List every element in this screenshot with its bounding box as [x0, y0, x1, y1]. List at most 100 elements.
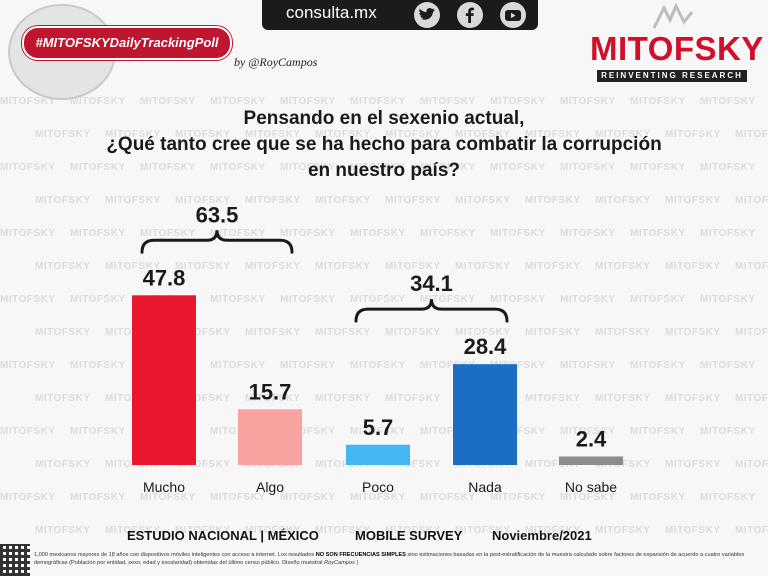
watermark-text: MITOFSKY [630, 426, 686, 437]
methodology-note: 1,000 mexicanos mayores de 18 años con d… [34, 552, 745, 566]
watermark-text: MITOFSKY [455, 327, 511, 338]
watermark-text: MITOFSKY [525, 459, 581, 470]
watermark-text: MITOFSKY [140, 162, 196, 173]
watermark-text: MITOFSKY [490, 426, 546, 437]
watermark-text: MITOFSKY [560, 360, 616, 371]
watermark-text: MITOFSKY [735, 459, 768, 470]
watermark-text: MITOFSKY [0, 162, 56, 173]
watermark-text: MITOFSKY [490, 360, 546, 371]
note-text-2: sino estimaciones basadas en la post-est… [34, 552, 745, 566]
watermark-text: MITOFSKY [175, 525, 231, 536]
watermark-text: MITOFSKY [210, 96, 266, 107]
watermark-text: MITOFSKY [700, 426, 756, 437]
youtube-icon[interactable] [500, 2, 526, 28]
footer-study: ESTUDIO NACIONAL | MÉXICO [127, 528, 319, 543]
watermark-text: MITOFSKY [210, 492, 266, 503]
bar [453, 364, 517, 465]
watermark-text: MITOFSKY [630, 294, 686, 305]
watermark-text: MITOFSKY [455, 261, 511, 272]
watermark-text: MITOFSKY [525, 261, 581, 272]
watermark-text: MITOFSKY [0, 492, 56, 503]
watermark-text: MITOFSKY [140, 228, 196, 239]
watermark-text: MITOFSKY [350, 294, 406, 305]
watermark-text: MITOFSKY [560, 492, 616, 503]
watermark-text: MITOFSKY [525, 195, 581, 206]
watermark-text: MITOFSKY [245, 261, 301, 272]
watermark-text: MITOFSKY [35, 195, 91, 206]
watermark-text: MITOFSKY [350, 96, 406, 107]
watermark-text: MITOFSKY [560, 96, 616, 107]
watermark-text: MITOFSKY [420, 492, 476, 503]
watermark-text: MITOFSKY [385, 459, 441, 470]
brand-tagline: REINVENTING RESEARCH [597, 70, 747, 82]
watermark-text: MITOFSKY [35, 525, 91, 536]
note-text-1: 1,000 mexicanos mayores de 18 años con d… [34, 552, 315, 558]
watermark-text: MITOFSKY [525, 393, 581, 404]
byline: by @RoyCampos [234, 55, 318, 69]
twitter-icon[interactable] [414, 2, 440, 28]
group-total-label: 63.5 [196, 202, 239, 227]
watermark-text: MITOFSKY [70, 96, 126, 107]
social-bar: consulta.mx [262, 0, 538, 30]
watermark-text: MITOFSKY [245, 195, 301, 206]
watermark-text: MITOFSKY [385, 195, 441, 206]
watermark-text: MITOFSKY [595, 195, 651, 206]
watermark-text: MITOFSKY [735, 327, 768, 338]
watermark-text: MITOFSKY [70, 426, 126, 437]
watermark-text: MITOFSKY [665, 459, 721, 470]
watermark-text: MITOFSKY [700, 162, 756, 173]
watermark-text: MITOFSKY [595, 261, 651, 272]
note-text-bold: NO SON FRECUENCIAS SIMPLES [315, 552, 406, 558]
site-link[interactable]: consulta.mx [286, 3, 377, 22]
chart-title: Pensando en el sexenio actual, ¿Qué tant… [60, 106, 708, 184]
watermark-text: MITOFSKY [490, 162, 546, 173]
qr-code[interactable] [0, 544, 30, 576]
watermark-text: MITOFSKY [630, 228, 686, 239]
watermark-text: MITOFSKY [35, 261, 91, 272]
watermark-text: MITOFSKY [175, 393, 231, 404]
watermark-text: MITOFSKY [175, 195, 231, 206]
watermark-text: MITOFSKY [70, 492, 126, 503]
watermark-text: MITOFSKY [700, 360, 756, 371]
bar [132, 295, 196, 465]
bar [559, 456, 623, 465]
watermark-text: MITOFSKY [490, 492, 546, 503]
watermark-text: MITOFSKY [280, 294, 336, 305]
footer-date: Noviembre/2021 [492, 528, 592, 543]
watermark-text: MITOFSKY [560, 228, 616, 239]
watermark-text: MITOFSKY [420, 426, 476, 437]
watermark-text: MITOFSKY [280, 162, 336, 173]
watermark-text: MITOFSKY [105, 525, 161, 536]
watermark-text: MITOFSKY [315, 393, 371, 404]
watermark-text: MITOFSKY [70, 294, 126, 305]
facebook-icon[interactable] [457, 2, 483, 28]
category-label: Mucho [143, 479, 185, 495]
watermark-text: MITOFSKY [490, 96, 546, 107]
watermark-text: MITOFSKY [105, 195, 161, 206]
watermark-text: MITOFSKY [735, 393, 768, 404]
category-label: Algo [256, 479, 284, 495]
watermark-text: MITOFSKY [210, 162, 266, 173]
watermark-text: MITOFSKY [525, 327, 581, 338]
watermark-text: MITOFSKY [455, 195, 511, 206]
watermark-text: MITOFSKY [35, 459, 91, 470]
bar [346, 444, 410, 465]
watermark-text: MITOFSKY [385, 327, 441, 338]
brand-name: MITOFSKY [590, 30, 764, 67]
watermark-text: MITOFSKY [280, 96, 336, 107]
group-total-label: 34.1 [410, 271, 453, 296]
watermark-text: MITOFSKY [175, 129, 231, 140]
watermark-text: MITOFSKY [735, 525, 768, 536]
watermark-text: MITOFSKY [245, 327, 301, 338]
watermark-text: MITOFSKY [385, 261, 441, 272]
watermark-text: MITOFSKY [420, 294, 476, 305]
watermark-text: MITOFSKY [315, 327, 371, 338]
watermark-text: MITOFSKY [420, 162, 476, 173]
watermark-text: MITOFSKY [245, 129, 301, 140]
data-label: 5.7 [363, 415, 394, 440]
watermark-text: MITOFSKY [315, 129, 371, 140]
watermark-text: MITOFSKY [0, 228, 56, 239]
watermark-text: MITOFSKY [245, 525, 301, 536]
watermark-text: MITOFSKY [315, 261, 371, 272]
